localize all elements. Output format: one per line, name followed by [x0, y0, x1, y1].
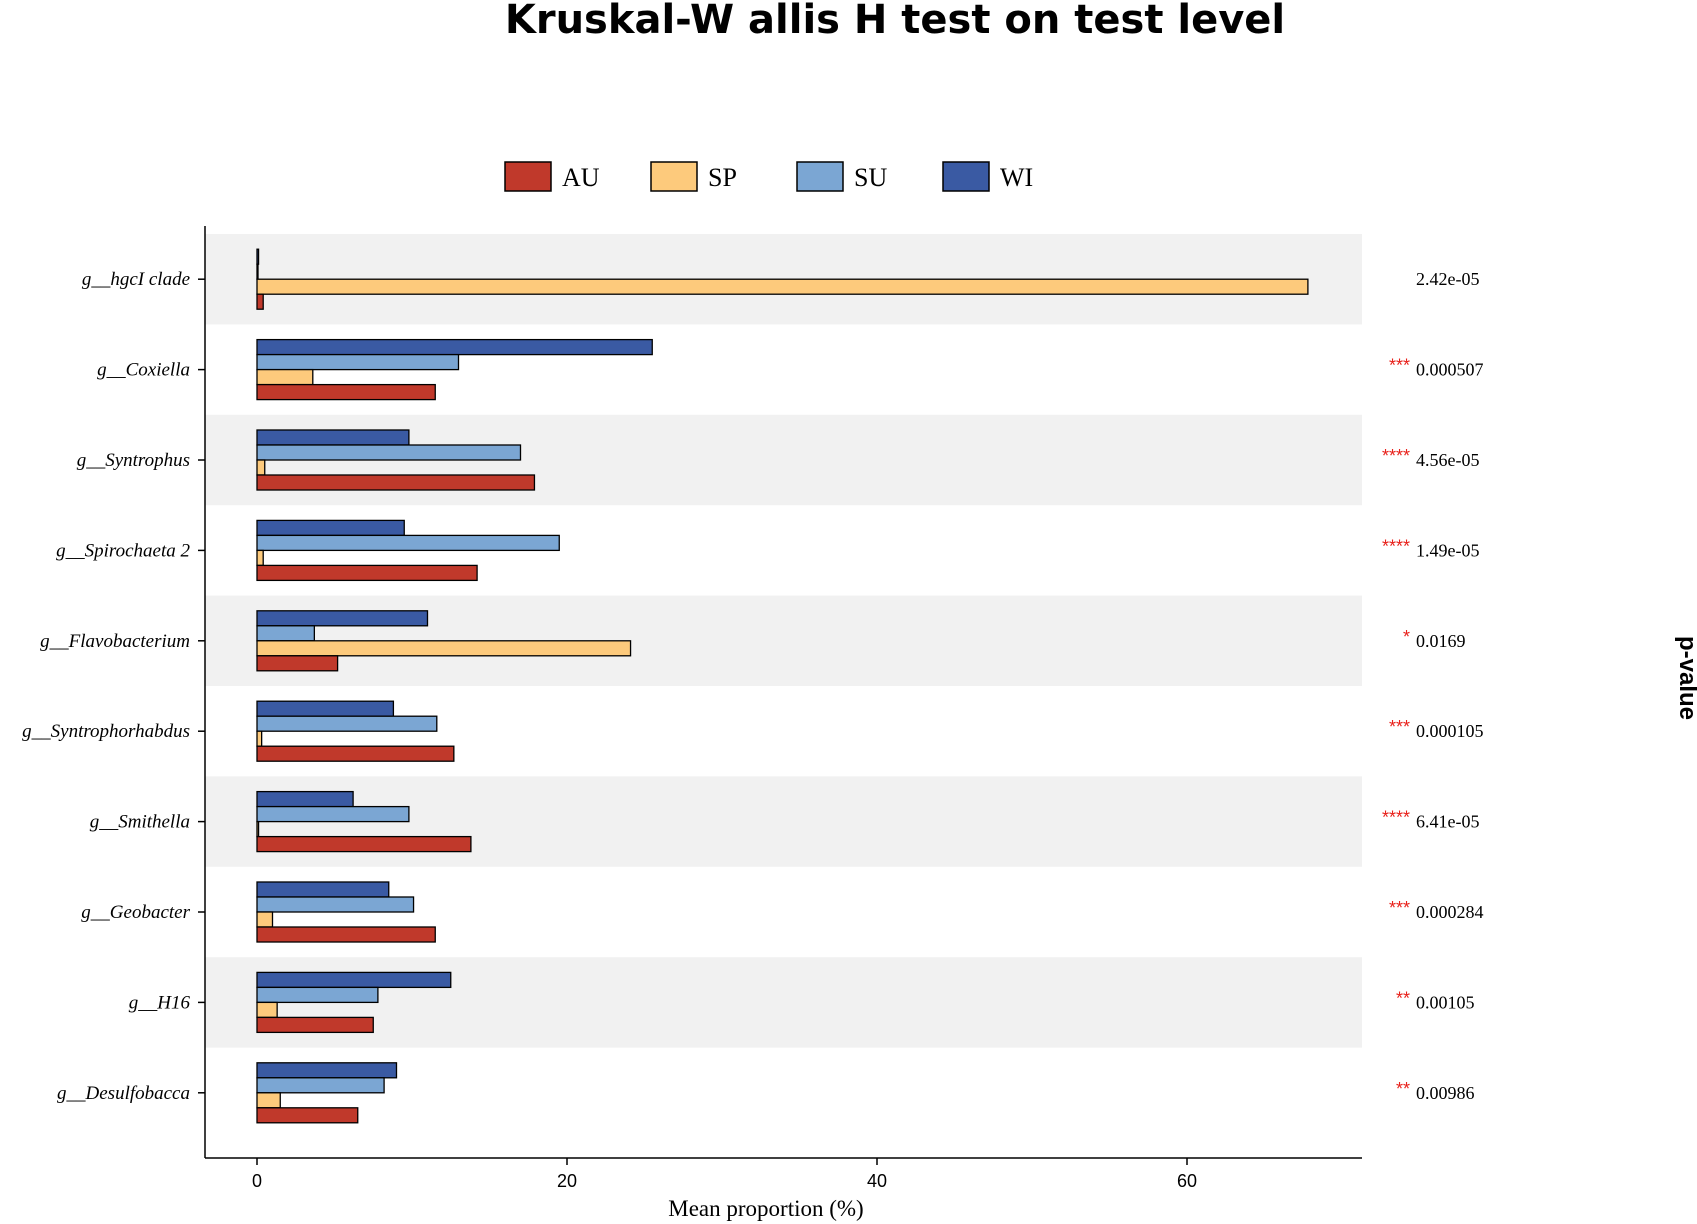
- x-tick-label: 60: [1177, 1171, 1197, 1191]
- bar-sp: [256, 368, 314, 386]
- bar-su: [256, 986, 379, 1004]
- bar-wi: [256, 790, 354, 808]
- bar-su: [256, 1077, 385, 1094]
- bar-wi: [256, 700, 395, 717]
- p-values: 2.42e-05*** 0.000507**** 4.56e-05**** 1.49e…: [1382, 269, 1484, 1103]
- bar-sp: [256, 1001, 278, 1019]
- significance-stars: *: [1403, 627, 1410, 647]
- p-value-label: 2.42e-05: [1416, 269, 1479, 289]
- bar-wi: [256, 971, 452, 989]
- bar-sp: [256, 278, 1309, 295]
- legend-label-su: SU: [854, 163, 887, 192]
- p-value-label: 0.00986: [1416, 1083, 1475, 1103]
- legend-swatch-su: [796, 161, 844, 192]
- significance-stars: ***: [1389, 898, 1410, 918]
- bar-au: [256, 293, 264, 310]
- bar-wi: [256, 610, 429, 627]
- significance-stars: **: [1396, 988, 1410, 1008]
- bar-wi: [256, 1062, 398, 1079]
- bar-sp: [256, 730, 263, 747]
- x-axis-label: Mean proportion (%): [668, 1196, 863, 1221]
- bar-sp: [256, 820, 260, 838]
- legend-label-wi: WI: [1000, 163, 1033, 192]
- significance-stars: ****: [1382, 536, 1410, 556]
- x-tick-label: 0: [252, 1171, 262, 1191]
- chart-title: Kruskal-W allis H test on test level: [505, 0, 1285, 43]
- significance-stars: **: [1396, 1079, 1410, 1099]
- bar-su: [256, 805, 410, 823]
- category-label: g__Spirochaeta 2: [56, 540, 190, 561]
- bar-sp: [256, 459, 266, 476]
- p-value-label: 6.41e-05: [1416, 812, 1479, 832]
- bar-au: [256, 926, 436, 943]
- bar-su: [256, 715, 438, 732]
- significance-stars: ****: [1382, 446, 1410, 466]
- category-label: g__Coxiella: [97, 360, 190, 381]
- category-label: g__H16: [129, 992, 191, 1013]
- bar-su: [256, 263, 259, 280]
- bar-wi: [256, 881, 390, 898]
- p-value-axis-label: p-value: [1674, 636, 1697, 720]
- bar-sp: [256, 640, 632, 657]
- bar-au: [256, 1016, 374, 1034]
- bar-wi: [256, 519, 405, 537]
- p-value-label: 4.56e-05: [1416, 450, 1479, 470]
- category-label: g__Geobacter: [81, 902, 190, 923]
- p-value-label: 0.000507: [1416, 360, 1484, 380]
- category-labels: g__hgcI clade g__Coxiella g__Syntrophus g__…: [22, 269, 205, 1104]
- bar-au: [256, 474, 536, 491]
- category-label: g__Smithella: [90, 812, 190, 833]
- bar-su: [256, 444, 522, 461]
- bar-wi: [256, 429, 410, 446]
- category-label: g__Syntrophorhabdus: [22, 721, 190, 742]
- bar-su: [256, 353, 460, 371]
- p-value-label: 0.000284: [1416, 902, 1484, 922]
- legend-label-au: AU: [562, 163, 600, 192]
- bar-wi: [256, 338, 653, 356]
- legend-label-sp: SP: [708, 163, 737, 192]
- bar-au: [256, 564, 478, 582]
- category-label: g__Flavobacterium: [40, 631, 190, 652]
- significance-stars: ***: [1389, 717, 1410, 737]
- category-label: g__Desulfobacca: [57, 1083, 190, 1104]
- legend-swatch-au: [504, 161, 552, 192]
- bar-au: [256, 383, 436, 401]
- significance-stars: ***: [1389, 356, 1410, 376]
- bar-su: [256, 534, 560, 552]
- x-tick-label: 40: [867, 1171, 887, 1191]
- legend-swatch-wi: [942, 161, 990, 192]
- axes: 0 20 40 60: [204, 226, 1362, 1191]
- p-value-label: 0.0169: [1416, 631, 1466, 651]
- legend-swatch-sp: [650, 161, 698, 192]
- bar-au: [256, 1107, 359, 1124]
- bar-su: [256, 625, 315, 642]
- row-backgrounds: [205, 234, 1362, 1048]
- p-value-label: 0.000105: [1416, 721, 1484, 741]
- x-tick-label: 20: [557, 1171, 577, 1191]
- category-label: g__Syntrophus: [77, 450, 190, 471]
- legend: AU SP SU WI: [504, 161, 1033, 192]
- bar-sp: [256, 911, 274, 928]
- bar-su: [256, 896, 415, 913]
- category-label: g__hgcI clade: [82, 269, 190, 290]
- bars: [256, 248, 1309, 1124]
- bar-au: [256, 745, 455, 762]
- bar-au: [256, 655, 339, 672]
- bar-sp: [256, 549, 264, 567]
- bar-au: [256, 835, 472, 853]
- bar-wi: [256, 248, 260, 265]
- bar-sp: [256, 1092, 281, 1109]
- p-value-label: 0.00105: [1416, 992, 1475, 1012]
- significance-stars: ****: [1382, 808, 1410, 828]
- p-value-label: 1.49e-05: [1416, 540, 1479, 560]
